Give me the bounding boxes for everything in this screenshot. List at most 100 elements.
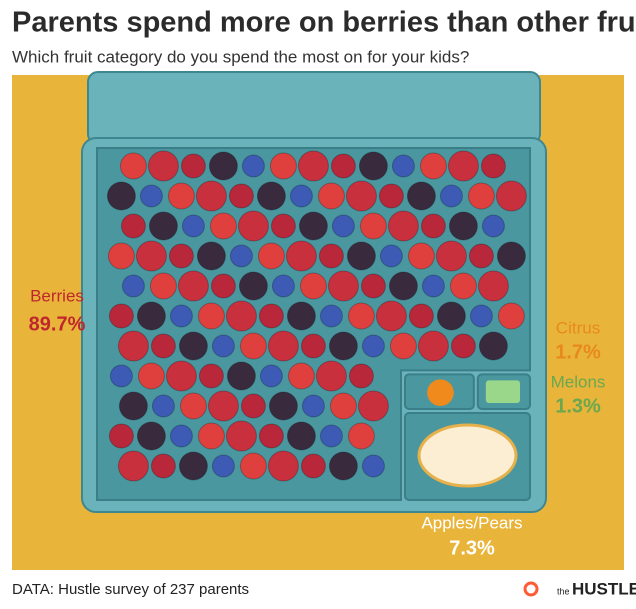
berry (256, 181, 286, 211)
berry (107, 242, 135, 270)
berry (495, 180, 527, 212)
berry (480, 153, 506, 179)
berry (210, 273, 236, 299)
berry (120, 213, 146, 239)
berry (257, 242, 285, 270)
berry (346, 241, 376, 271)
berry (300, 453, 326, 479)
berry (178, 451, 208, 481)
berry (269, 152, 297, 180)
berry (259, 364, 283, 388)
chart-title: Parents spend more on berries than other… (12, 7, 636, 39)
berry (151, 394, 175, 418)
berry (286, 301, 316, 331)
berry (197, 422, 225, 450)
berry (469, 304, 493, 328)
berry (347, 302, 375, 330)
category-label: Melons (551, 372, 606, 391)
berry (358, 151, 388, 181)
berry (468, 243, 494, 269)
berry (238, 271, 268, 301)
berry (198, 363, 224, 389)
berry (119, 152, 147, 180)
berry (240, 393, 266, 419)
berry (439, 184, 463, 208)
berry (211, 334, 235, 358)
berry (225, 300, 257, 332)
berry (318, 243, 344, 269)
berry (477, 270, 509, 302)
berry (378, 183, 404, 209)
berry (168, 243, 194, 269)
berry (177, 270, 209, 302)
berry (348, 363, 374, 389)
berry (139, 184, 163, 208)
category-label: Citrus (556, 318, 600, 337)
berry (298, 211, 328, 241)
berry (117, 330, 149, 362)
compartment (96, 147, 531, 501)
berry (225, 420, 257, 452)
berry (361, 454, 385, 478)
berry (209, 212, 237, 240)
berry (135, 240, 167, 272)
berry (267, 330, 299, 362)
berry (417, 330, 449, 362)
berry (450, 333, 476, 359)
berry (289, 184, 313, 208)
fruit-decoration (106, 150, 527, 488)
berry (226, 361, 256, 391)
berry (328, 331, 358, 361)
berry (287, 362, 315, 390)
berry (330, 153, 356, 179)
berry (449, 272, 477, 300)
berry (328, 451, 358, 481)
berry (268, 391, 298, 421)
berry (197, 302, 225, 330)
berry (286, 421, 316, 451)
berry (108, 423, 134, 449)
berry (208, 151, 238, 181)
berry (379, 244, 403, 268)
berry (136, 421, 166, 451)
berry (181, 214, 205, 238)
berry (196, 241, 226, 271)
berry (319, 424, 343, 448)
berry (331, 214, 355, 238)
berry (420, 213, 446, 239)
berry (317, 182, 345, 210)
berry (496, 241, 526, 271)
berry (150, 333, 176, 359)
berry (299, 272, 327, 300)
berry (478, 331, 508, 361)
berry (178, 331, 208, 361)
berry (109, 364, 133, 388)
logo: HUSTLE (572, 579, 636, 598)
berry (436, 301, 466, 331)
berry (267, 450, 299, 482)
berry (347, 422, 375, 450)
berry (481, 214, 505, 238)
berry (195, 180, 227, 212)
berry (228, 183, 254, 209)
berry (150, 453, 176, 479)
berry (329, 392, 357, 420)
berry (149, 272, 177, 300)
berry (169, 424, 193, 448)
berry (448, 211, 478, 241)
berry (375, 300, 407, 332)
chart-subtitle: Which fruit category do you spend the mo… (12, 47, 469, 66)
berry (211, 454, 235, 478)
berry (165, 360, 197, 392)
berry (147, 150, 179, 182)
berry (258, 423, 284, 449)
melon-cube (485, 380, 520, 403)
berry (297, 150, 329, 182)
berry (406, 181, 436, 211)
berry (301, 394, 325, 418)
berry (407, 242, 435, 270)
berry (241, 154, 265, 178)
berry (108, 303, 134, 329)
berry (285, 240, 317, 272)
